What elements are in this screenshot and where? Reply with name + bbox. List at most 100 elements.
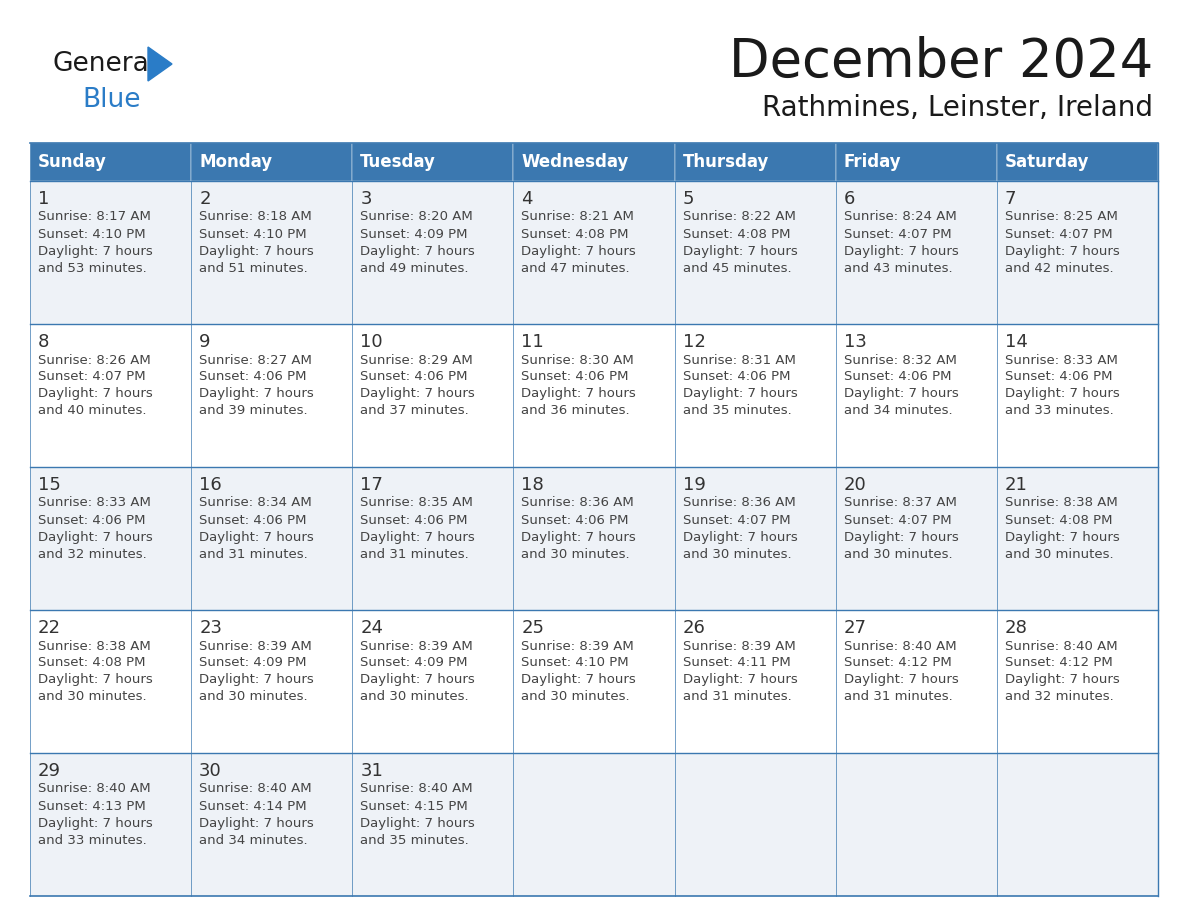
- Bar: [835, 324, 997, 467]
- Bar: [30, 143, 191, 181]
- Text: Sunrise: 8:18 AM: Sunrise: 8:18 AM: [200, 210, 312, 223]
- Bar: [353, 753, 513, 896]
- Text: and 40 minutes.: and 40 minutes.: [38, 405, 146, 418]
- Text: 25: 25: [522, 619, 544, 637]
- Bar: [191, 467, 353, 610]
- Text: and 31 minutes.: and 31 minutes.: [843, 690, 953, 703]
- Bar: [675, 143, 835, 181]
- Text: Sunrise: 8:39 AM: Sunrise: 8:39 AM: [200, 640, 312, 653]
- Text: 29: 29: [38, 762, 61, 780]
- Bar: [30, 610, 191, 753]
- Text: and 47 minutes.: and 47 minutes.: [522, 262, 630, 274]
- Bar: [30, 467, 191, 610]
- Text: 2: 2: [200, 190, 210, 208]
- Text: Sunset: 4:06 PM: Sunset: 4:06 PM: [360, 371, 468, 384]
- Text: Daylight: 7 hours: Daylight: 7 hours: [683, 674, 797, 687]
- Text: Sunset: 4:10 PM: Sunset: 4:10 PM: [200, 228, 307, 241]
- Text: 27: 27: [843, 619, 867, 637]
- Bar: [513, 143, 675, 181]
- Text: 22: 22: [38, 619, 61, 637]
- Text: Daylight: 7 hours: Daylight: 7 hours: [683, 387, 797, 400]
- Text: Daylight: 7 hours: Daylight: 7 hours: [38, 816, 153, 830]
- Text: 23: 23: [200, 619, 222, 637]
- Text: Sunset: 4:06 PM: Sunset: 4:06 PM: [843, 371, 952, 384]
- Bar: [835, 143, 997, 181]
- Bar: [835, 610, 997, 753]
- Text: Daylight: 7 hours: Daylight: 7 hours: [1005, 387, 1119, 400]
- Text: and 31 minutes.: and 31 minutes.: [683, 690, 791, 703]
- Text: Sunset: 4:13 PM: Sunset: 4:13 PM: [38, 800, 146, 812]
- Text: 19: 19: [683, 476, 706, 494]
- Text: Wednesday: Wednesday: [522, 153, 628, 171]
- Bar: [513, 753, 675, 896]
- Text: Sunset: 4:12 PM: Sunset: 4:12 PM: [1005, 656, 1113, 669]
- Text: 5: 5: [683, 190, 694, 208]
- Text: Daylight: 7 hours: Daylight: 7 hours: [38, 387, 153, 400]
- Bar: [353, 181, 513, 324]
- Bar: [997, 143, 1158, 181]
- Bar: [675, 181, 835, 324]
- Text: Monday: Monday: [200, 153, 272, 171]
- Bar: [997, 324, 1158, 467]
- Text: Sunset: 4:09 PM: Sunset: 4:09 PM: [200, 656, 307, 669]
- Text: Sunrise: 8:36 AM: Sunrise: 8:36 AM: [683, 497, 795, 509]
- Text: Sunset: 4:06 PM: Sunset: 4:06 PM: [200, 513, 307, 527]
- Text: Daylight: 7 hours: Daylight: 7 hours: [683, 531, 797, 543]
- Text: and 39 minutes.: and 39 minutes.: [200, 405, 308, 418]
- Text: Sunset: 4:06 PM: Sunset: 4:06 PM: [683, 371, 790, 384]
- Text: Daylight: 7 hours: Daylight: 7 hours: [200, 674, 314, 687]
- Text: 31: 31: [360, 762, 384, 780]
- Text: Sunset: 4:12 PM: Sunset: 4:12 PM: [843, 656, 952, 669]
- Text: Sunrise: 8:30 AM: Sunrise: 8:30 AM: [522, 353, 634, 366]
- Text: Daylight: 7 hours: Daylight: 7 hours: [360, 674, 475, 687]
- Text: Sunset: 4:10 PM: Sunset: 4:10 PM: [522, 656, 630, 669]
- Bar: [191, 324, 353, 467]
- Text: and 30 minutes.: and 30 minutes.: [1005, 547, 1113, 561]
- Text: and 33 minutes.: and 33 minutes.: [1005, 405, 1113, 418]
- Text: Sunset: 4:06 PM: Sunset: 4:06 PM: [360, 513, 468, 527]
- Text: Sunrise: 8:33 AM: Sunrise: 8:33 AM: [38, 497, 151, 509]
- Text: Sunrise: 8:33 AM: Sunrise: 8:33 AM: [1005, 353, 1118, 366]
- Bar: [835, 753, 997, 896]
- Text: and 30 minutes.: and 30 minutes.: [522, 547, 630, 561]
- Bar: [353, 324, 513, 467]
- Text: Sunset: 4:14 PM: Sunset: 4:14 PM: [200, 800, 307, 812]
- Text: 12: 12: [683, 333, 706, 351]
- Text: Sunrise: 8:38 AM: Sunrise: 8:38 AM: [38, 640, 151, 653]
- Text: Sunset: 4:09 PM: Sunset: 4:09 PM: [360, 228, 468, 241]
- Text: Daylight: 7 hours: Daylight: 7 hours: [1005, 674, 1119, 687]
- Text: and 31 minutes.: and 31 minutes.: [360, 547, 469, 561]
- Text: and 36 minutes.: and 36 minutes.: [522, 405, 630, 418]
- Text: and 51 minutes.: and 51 minutes.: [200, 262, 308, 274]
- Text: and 30 minutes.: and 30 minutes.: [522, 690, 630, 703]
- Text: 8: 8: [38, 333, 50, 351]
- Text: Sunrise: 8:22 AM: Sunrise: 8:22 AM: [683, 210, 796, 223]
- Text: Sunrise: 8:38 AM: Sunrise: 8:38 AM: [1005, 497, 1118, 509]
- Text: Daylight: 7 hours: Daylight: 7 hours: [843, 387, 959, 400]
- Text: Daylight: 7 hours: Daylight: 7 hours: [1005, 531, 1119, 543]
- Text: Daylight: 7 hours: Daylight: 7 hours: [522, 244, 637, 258]
- Text: Friday: Friday: [843, 153, 902, 171]
- Text: Saturday: Saturday: [1005, 153, 1089, 171]
- Bar: [191, 181, 353, 324]
- Bar: [30, 324, 191, 467]
- Text: Daylight: 7 hours: Daylight: 7 hours: [1005, 244, 1119, 258]
- Text: Sunrise: 8:26 AM: Sunrise: 8:26 AM: [38, 353, 151, 366]
- Text: Sunset: 4:08 PM: Sunset: 4:08 PM: [683, 228, 790, 241]
- Bar: [675, 467, 835, 610]
- Text: 15: 15: [38, 476, 61, 494]
- Bar: [513, 324, 675, 467]
- Bar: [353, 467, 513, 610]
- Text: and 45 minutes.: and 45 minutes.: [683, 262, 791, 274]
- Text: Sunrise: 8:39 AM: Sunrise: 8:39 AM: [522, 640, 634, 653]
- Text: December 2024: December 2024: [728, 36, 1154, 88]
- Text: 28: 28: [1005, 619, 1028, 637]
- Bar: [353, 143, 513, 181]
- Text: Sunset: 4:06 PM: Sunset: 4:06 PM: [522, 371, 628, 384]
- Text: and 35 minutes.: and 35 minutes.: [683, 405, 791, 418]
- Text: Sunrise: 8:40 AM: Sunrise: 8:40 AM: [360, 782, 473, 796]
- Text: Daylight: 7 hours: Daylight: 7 hours: [38, 531, 153, 543]
- Text: 1: 1: [38, 190, 50, 208]
- Bar: [997, 467, 1158, 610]
- Text: Sunset: 4:06 PM: Sunset: 4:06 PM: [1005, 371, 1112, 384]
